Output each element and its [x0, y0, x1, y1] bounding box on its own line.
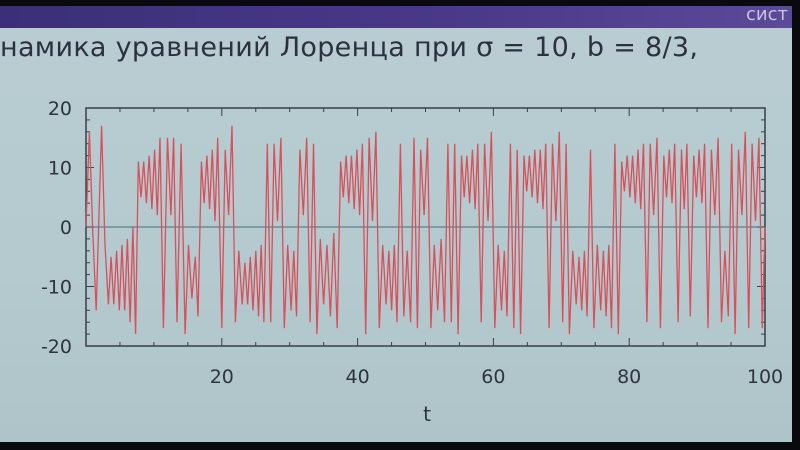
y-tick-label: -10 — [41, 277, 72, 299]
x-tick-label: 40 — [346, 366, 370, 388]
y-tick-label: -20 — [41, 336, 72, 358]
header-band-text: сист — [746, 4, 788, 25]
y-tick-label: 20 — [48, 98, 72, 120]
x-tick-label: 20 — [210, 366, 234, 388]
y-tick-label: 10 — [48, 158, 72, 180]
series-line — [85, 125, 766, 335]
x-tick-label: 80 — [617, 366, 641, 388]
slide-title: намика уравнений Лоренца при σ = 10, b =… — [0, 32, 699, 63]
x-axis-label: t — [423, 402, 431, 426]
x-tick-label: 60 — [481, 366, 505, 388]
x-tick-label: 100 — [747, 366, 783, 388]
slide: сист намика уравнений Лоренца при σ = 10… — [0, 4, 792, 442]
slide-header-band: сист — [0, 4, 792, 28]
y-tick-label: 0 — [60, 217, 72, 239]
